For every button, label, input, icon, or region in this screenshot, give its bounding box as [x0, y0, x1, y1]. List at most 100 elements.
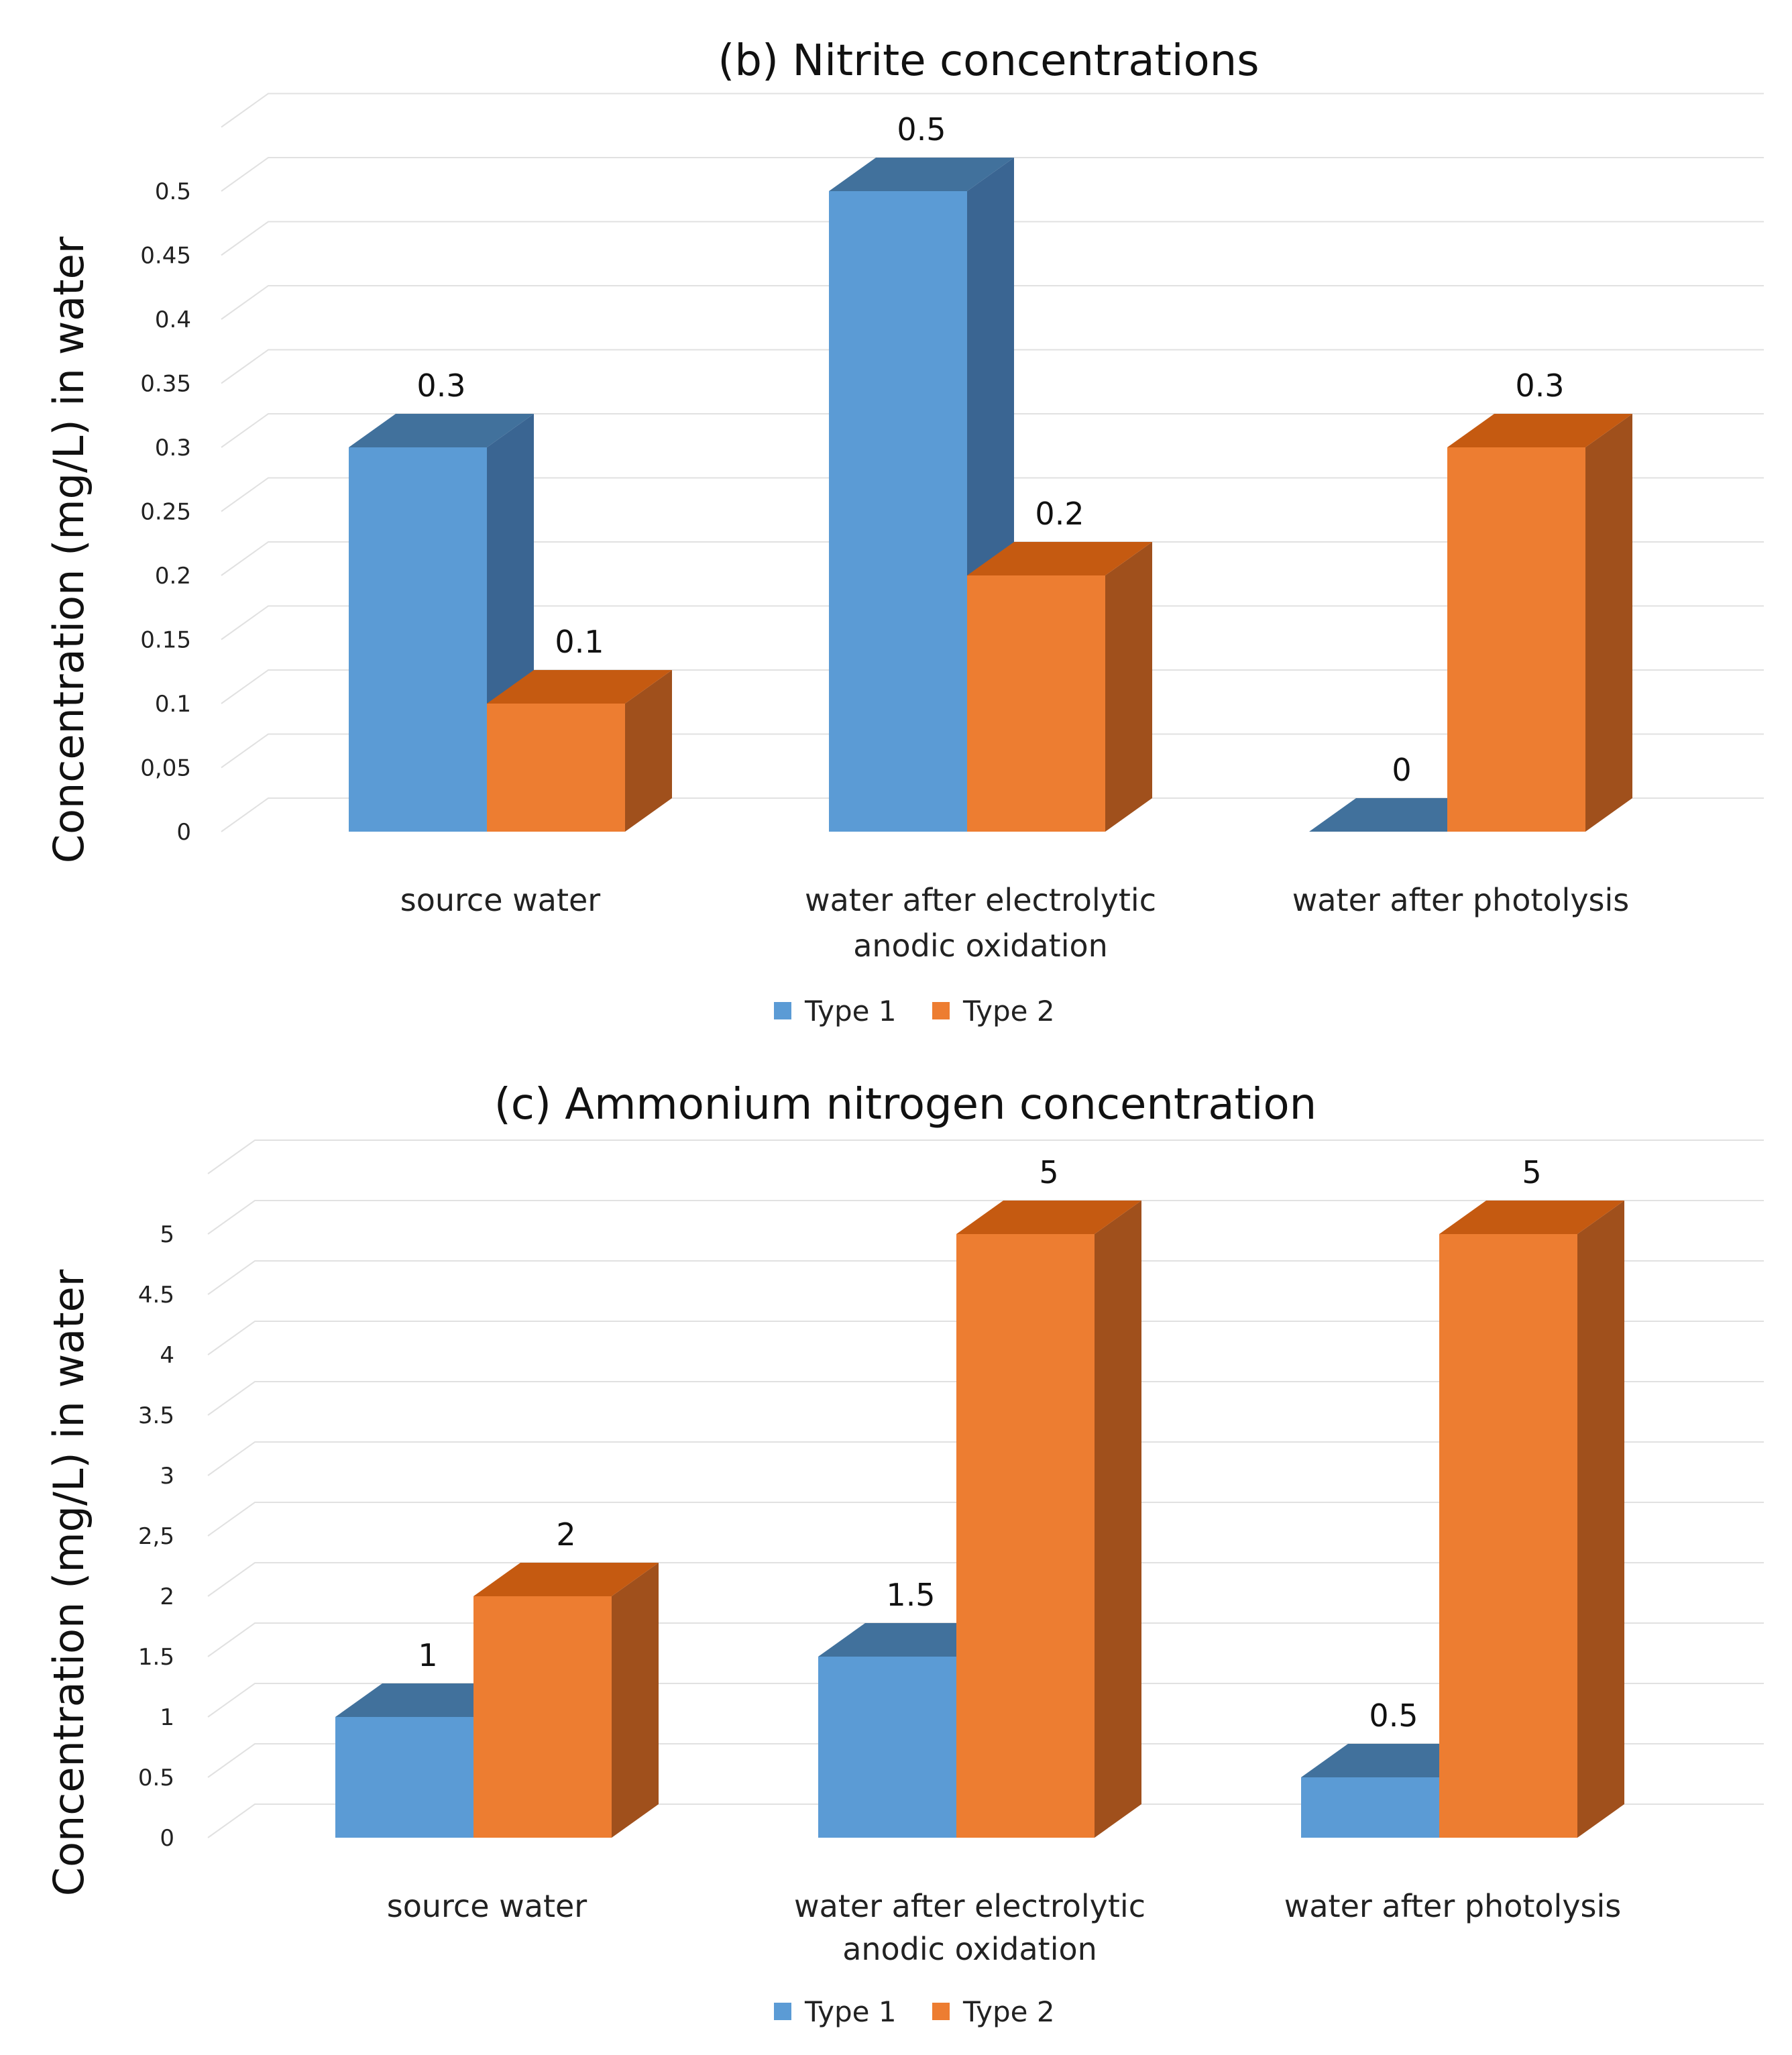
bar-top [829, 158, 1014, 191]
gridlines [207, 1140, 1764, 1838]
data-label: 0.5 [1369, 1698, 1418, 1734]
chart-title: (c) Ammonium nitrogen concentration [494, 1080, 1317, 1129]
bar [473, 1563, 659, 1838]
bar-front [956, 1234, 1095, 1838]
data-label: 5 [1522, 1154, 1541, 1190]
category-labels: source water water after electrolytic anod… [400, 882, 1629, 964]
gridline [207, 1200, 1764, 1235]
ammonium-chart: (c) Ammonium nitrogen concentration Conc… [0, 1060, 1792, 2055]
category-label: water after photolysis [1284, 1888, 1622, 1924]
bar-front [829, 191, 967, 832]
category-label: water after electrolytic [805, 882, 1156, 918]
gridline [207, 1743, 1764, 1778]
legend-entry: Type 1 [804, 1995, 897, 2028]
gridline [221, 221, 1764, 256]
gridline [221, 93, 1764, 128]
gridline [221, 477, 1764, 512]
bar-front [1439, 1234, 1577, 1838]
y-tick-labels: 0 0.5 1 1.5 2 2,5 3 3.5 4 4.5 5 [138, 1221, 174, 1852]
category-label: anodic oxidation [853, 928, 1108, 964]
gridline [207, 1622, 1764, 1657]
y-tick-label: 4 [160, 1342, 174, 1369]
category-label: water after electrolytic [794, 1888, 1145, 1924]
bar [1447, 414, 1632, 832]
data-label: 0.1 [555, 624, 604, 660]
legend-entry: Type 2 [962, 995, 1055, 1028]
y-tick-labels: 0 0,05 0.1 0.15 0.2 0.25 0.3 0.35 0.4 0.45 0.5 [140, 178, 191, 846]
bar-top [956, 1201, 1141, 1234]
gridlines [221, 93, 1764, 832]
gridline [207, 1140, 1764, 1174]
gridline [221, 669, 1764, 704]
y-axis-label: Concentration (mg/L) in water [44, 1269, 93, 1896]
y-tick-label: 0 [176, 819, 191, 846]
y-tick-label: 0.4 [155, 307, 191, 333]
ammonium-chart-svg: (c) Ammonium nitrogen concentration Conc… [44, 1080, 1764, 2028]
bar-front [1301, 1777, 1439, 1838]
bar [487, 670, 672, 832]
bar-front [349, 447, 487, 832]
bar-side [1585, 414, 1632, 832]
bar-side [1577, 1201, 1624, 1838]
y-tick-label: 4.5 [138, 1282, 174, 1309]
bar-top [967, 542, 1152, 575]
data-labels: 0.3 0.1 0.5 0.2 0 0.3 [416, 111, 1564, 788]
gridline [207, 1441, 1764, 1476]
data-label: 1.5 [886, 1577, 935, 1613]
bar-front [967, 575, 1105, 832]
bar-front [473, 1596, 612, 1838]
bar-top [487, 670, 672, 704]
category-label: water after photolysis [1292, 882, 1630, 918]
bar-side [1095, 1201, 1141, 1838]
legend-entry: Type 2 [962, 1995, 1055, 2028]
gridline [221, 733, 1764, 769]
chart-title: (b) Nitrite concentrations [718, 36, 1259, 86]
legend-swatch [774, 1002, 791, 1019]
bar-front [1447, 447, 1585, 832]
bar [1439, 1201, 1624, 1838]
bar-front [335, 1717, 473, 1838]
gridline [221, 541, 1764, 576]
y-tick-label: 1.5 [138, 1644, 174, 1671]
legend: Type 1 Type 2 [774, 1995, 1055, 2028]
gridline [221, 349, 1764, 384]
data-label: 0.5 [897, 111, 946, 148]
y-tick-label: 1 [160, 1704, 174, 1731]
data-label: 0 [1392, 752, 1411, 788]
y-tick-label: 0.35 [140, 371, 191, 398]
gridline [221, 285, 1764, 320]
legend-swatch [774, 2003, 791, 2020]
gridline [221, 157, 1764, 192]
nitrite-chart-svg: (b) Nitrite concentrations Concentration… [44, 36, 1764, 1028]
y-tick-label: 0.5 [138, 1765, 174, 1791]
bar-side [625, 670, 672, 832]
data-labels: 1 2 1.5 5 0.5 5 [418, 1154, 1541, 1734]
y-tick-label: 5 [160, 1221, 174, 1248]
data-label: 0.3 [416, 368, 465, 404]
legend: Type 1 Type 2 [774, 995, 1055, 1028]
gridline [207, 1321, 1764, 1355]
bars [349, 158, 1632, 832]
gridline [221, 413, 1764, 448]
nitrite-chart: (b) Nitrite concentrations Concentration… [44, 36, 1764, 1028]
y-tick-label: 3.5 [138, 1402, 174, 1429]
y-tick-label: 0 [160, 1825, 174, 1852]
y-tick-label: 0.5 [155, 178, 191, 205]
legend-entry: Type 1 [804, 995, 897, 1028]
y-tick-label: 0.45 [140, 243, 191, 270]
y-tick-label: 0.2 [155, 563, 191, 590]
gridline [207, 1803, 1764, 1838]
y-tick-label: 0.3 [155, 435, 191, 461]
gridline [207, 1502, 1764, 1537]
gridline [221, 605, 1764, 641]
bar [956, 1201, 1141, 1838]
gridline [207, 1562, 1764, 1597]
bar-front [487, 704, 625, 832]
gridline [207, 1381, 1764, 1416]
legend-swatch [932, 2003, 950, 2020]
data-label: 0.3 [1515, 368, 1564, 404]
bar-front [818, 1657, 956, 1838]
bar-top [1439, 1201, 1624, 1234]
legend-swatch [932, 1002, 950, 1019]
y-tick-label: 0.1 [155, 691, 191, 718]
